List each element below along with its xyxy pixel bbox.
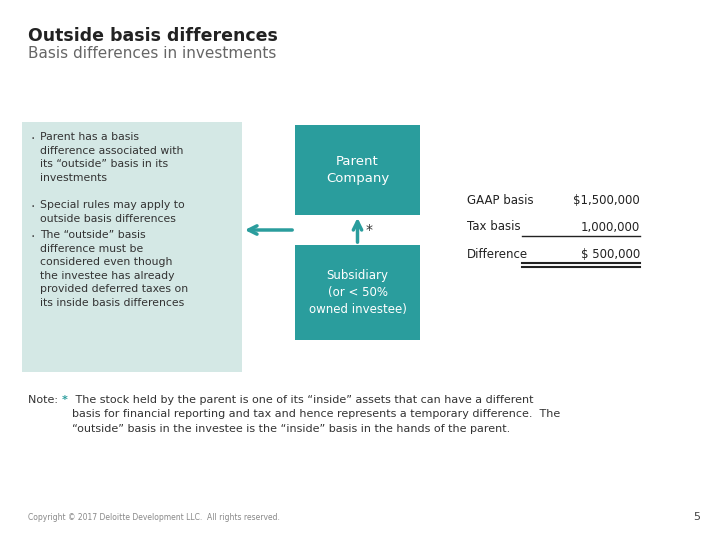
- FancyBboxPatch shape: [295, 125, 420, 215]
- Text: Parent
Company: Parent Company: [326, 155, 389, 185]
- Text: Copyright © 2017 Deloitte Development LLC.  All rights reserved.: Copyright © 2017 Deloitte Development LL…: [28, 513, 280, 522]
- Text: Difference: Difference: [467, 247, 528, 260]
- Text: Basis differences in investments: Basis differences in investments: [28, 46, 276, 61]
- Text: Special rules may apply to
outside basis differences: Special rules may apply to outside basis…: [40, 200, 185, 224]
- Text: ·: ·: [30, 230, 35, 244]
- Text: The stock held by the parent is one of its “inside” assets that can have a diffe: The stock held by the parent is one of i…: [72, 395, 560, 434]
- Text: Note:: Note:: [28, 395, 61, 405]
- Text: $1,500,000: $1,500,000: [573, 193, 640, 206]
- FancyBboxPatch shape: [22, 122, 242, 372]
- Text: ·: ·: [30, 132, 35, 146]
- Text: *: *: [366, 223, 372, 237]
- FancyBboxPatch shape: [295, 245, 420, 340]
- Text: *: *: [62, 395, 68, 405]
- Text: 5: 5: [693, 512, 700, 522]
- Text: $ 500,000: $ 500,000: [581, 247, 640, 260]
- Text: The “outside” basis
difference must be
considered even though
the investee has a: The “outside” basis difference must be c…: [40, 230, 188, 308]
- Text: 1,000,000: 1,000,000: [581, 220, 640, 233]
- Text: GAAP basis: GAAP basis: [467, 193, 534, 206]
- Text: ·: ·: [30, 200, 35, 214]
- Text: Subsidiary
(or < 50%
owned investee): Subsidiary (or < 50% owned investee): [309, 269, 406, 316]
- Text: Parent has a basis
difference associated with
its “outside” basis in its
investm: Parent has a basis difference associated…: [40, 132, 184, 183]
- Text: Outside basis differences: Outside basis differences: [28, 27, 278, 45]
- Text: Tax basis: Tax basis: [467, 220, 521, 233]
